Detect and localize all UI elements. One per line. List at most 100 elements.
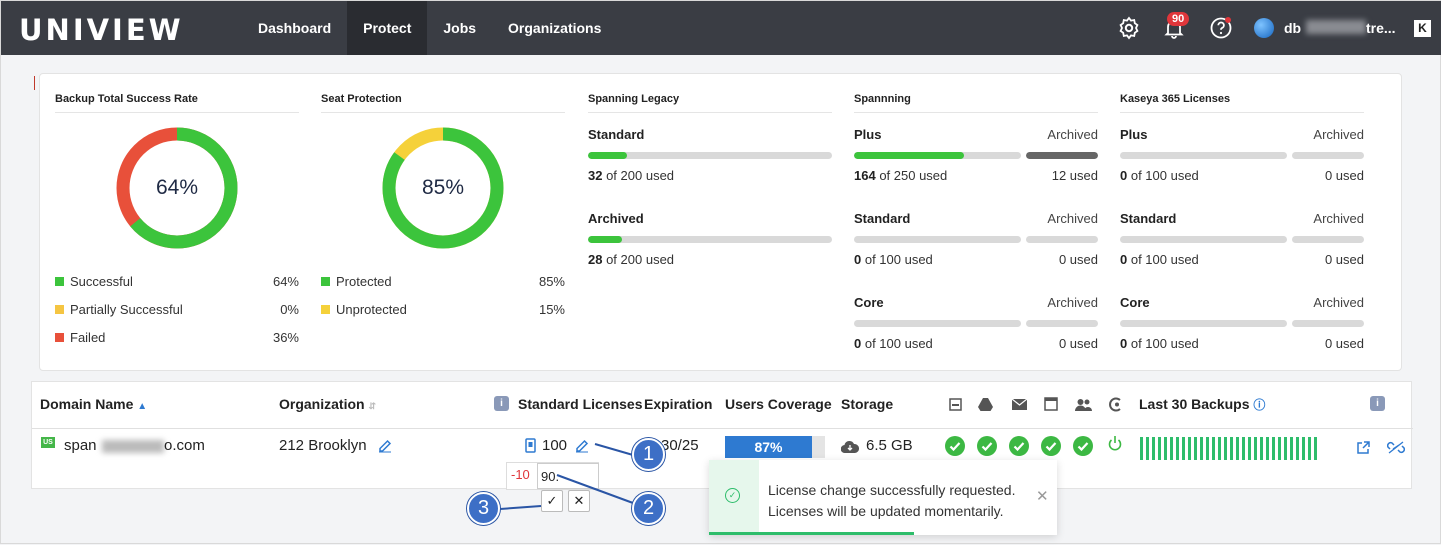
backup-day-bar (1236, 437, 1239, 460)
backup-day-bar (1140, 437, 1143, 460)
kaseya-standard-label: Standard (1120, 211, 1177, 226)
drive-service-icon (978, 398, 993, 411)
success-toast: ✓ License change successfully requested.… (709, 460, 1057, 535)
success-check-icon: ✓ (725, 488, 740, 503)
legend-partially-successful: Partially Successful (55, 302, 183, 317)
nav-dashboard[interactable]: Dashboard (258, 20, 332, 36)
callout-3: 3 (467, 492, 500, 525)
legend-unprotected: Unprotected (321, 302, 407, 317)
domain-name-end[interactable]: o.com (164, 437, 205, 454)
user-avatar[interactable] (1254, 18, 1274, 38)
help-question-icon[interactable] (1209, 16, 1233, 40)
spanning-standard-used: 0 of 100 used (854, 252, 933, 267)
toast-close-icon[interactable]: ✕ (1036, 488, 1049, 505)
kaseya-core-label: Core (1120, 295, 1150, 310)
kaseya-standard-used: 0 of 100 used (1120, 252, 1199, 267)
license-icon (525, 438, 536, 453)
license-count-input[interactable] (537, 463, 599, 489)
license-change-delta: -10 (511, 467, 530, 482)
spanning-core-archived-used: 0 used (1058, 336, 1098, 351)
legend-protected-value: 85% (538, 274, 565, 289)
kaseya-plus-archived-bar (1292, 152, 1364, 159)
user-name-suffix: tre... (1366, 20, 1396, 36)
header-domain-name[interactable]: Domain Name ▲ (40, 396, 148, 412)
backup-day-bar (1296, 437, 1299, 460)
domain-name-start[interactable]: span (64, 437, 97, 454)
user-name[interactable]: db (1284, 20, 1302, 36)
storage-size: 6.5 GB (866, 437, 913, 454)
backup-day-bar (1182, 437, 1185, 460)
open-external-icon[interactable] (1356, 440, 1371, 455)
spanning-plus-used: 164 of 250 used (854, 168, 948, 183)
nav-jobs[interactable]: Jobs (443, 20, 477, 36)
header-storage[interactable]: Storage (841, 396, 894, 412)
kaseya-standard-archived-used: 0 used (1324, 252, 1364, 267)
backup-day-bar (1278, 437, 1281, 460)
legacy-standard-bar (588, 152, 832, 159)
cancel-license-change-button[interactable]: ✕ (568, 490, 590, 512)
section-divider (321, 112, 565, 113)
us-region-flag: US (41, 437, 55, 448)
confirm-license-change-button[interactable]: ✓ (541, 490, 563, 512)
backup-day-bar (1308, 437, 1311, 460)
seat-protection-title: Seat Protection (321, 93, 402, 105)
toast-line-2: Licenses will be updated momentarily. (768, 503, 1004, 519)
spanning-core-label: Core (854, 295, 884, 310)
header-standard-licenses[interactable]: Standard Licenses (518, 396, 643, 412)
nav-protect[interactable]: Protect (347, 1, 428, 55)
mail-status-check-icon (1009, 436, 1029, 456)
settings-gear-icon[interactable] (1117, 16, 1141, 40)
backup-day-bar (1242, 437, 1245, 460)
backup-day-bar (1230, 437, 1233, 460)
backups-info-icon[interactable]: ⓘ (1253, 398, 1266, 412)
legacy-archived-bar (588, 236, 832, 243)
legend-successful-value: 64% (272, 274, 299, 289)
edit-licenses-icon[interactable] (575, 439, 589, 453)
seat-protection-percent: 85% (421, 176, 465, 199)
legend-partially-successful-value: 0% (280, 302, 299, 317)
table-settings-info-icon[interactable]: i (1370, 396, 1385, 411)
notifications-badge: 90 (1167, 12, 1190, 26)
section-divider (854, 112, 1098, 113)
unlink-icon[interactable] (1387, 440, 1405, 455)
spanning-core-used: 0 of 100 used (854, 336, 933, 351)
backup-day-bar (1158, 437, 1161, 460)
backup-day-bar (1290, 437, 1293, 460)
kaseya-core-archived-bar (1292, 320, 1364, 327)
spanning-plus-bar (854, 152, 1021, 159)
spanning-plus-archived-label: Archived (1047, 127, 1098, 142)
backup-day-bar (1206, 437, 1209, 460)
legend-failed-value: 36% (272, 330, 299, 345)
kaseya-plus-archived-used: 0 used (1324, 168, 1364, 183)
uniview-logo[interactable]: UNIVIEW (19, 13, 184, 47)
organization-name[interactable]: 212 Brooklyn (279, 437, 367, 454)
toast-timer-progress (709, 532, 915, 535)
backup-day-bar (1170, 437, 1173, 460)
nav-organizations[interactable]: Organizations (508, 20, 602, 36)
spanning-plus-archived-used: 12 used (1051, 168, 1098, 183)
info-icon[interactable]: i (494, 396, 509, 411)
header-users-coverage[interactable]: Users Coverage (725, 396, 832, 412)
backup-day-bar (1284, 437, 1287, 460)
section-divider (588, 112, 832, 113)
kaseya-standard-archived-label: Archived (1313, 211, 1364, 226)
backup-day-bar (1200, 437, 1203, 460)
teams-power-icon[interactable] (1107, 435, 1123, 452)
legacy-standard-used: 32 of 200 used (588, 168, 675, 183)
kaseya-k-icon[interactable]: K (1414, 20, 1431, 37)
spanning-core-archived-label: Archived (1047, 295, 1098, 310)
backup-day-bar (1254, 437, 1257, 460)
backup-success-percent: 64% (155, 176, 199, 199)
kaseya-standard-archived-bar (1292, 236, 1364, 243)
edit-organization-icon[interactable] (378, 439, 392, 453)
users-coverage-bar: 87% (725, 436, 825, 458)
header-last-30-backups[interactable]: Last 30 Backups ⓘ (1139, 396, 1266, 412)
contacts-service-icon (1075, 399, 1092, 411)
kaseya-core-bar (1120, 320, 1287, 327)
header-organization[interactable]: Organization ⇵ (279, 396, 376, 412)
spanning-core-bar (854, 320, 1021, 327)
spanning-standard-label: Standard (854, 211, 911, 226)
last-30-backups-bars (1140, 437, 1317, 460)
header-expiration[interactable]: Expiration (644, 396, 713, 412)
toast-message: License change successfully requested. L… (768, 480, 1015, 522)
